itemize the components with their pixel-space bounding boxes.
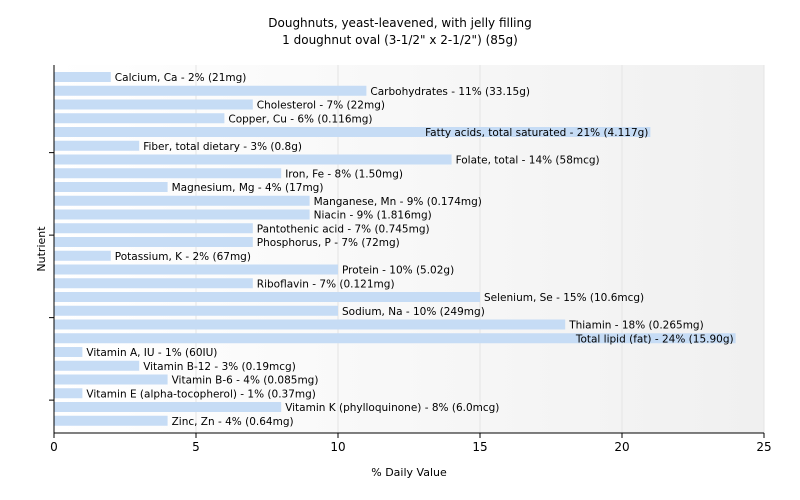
x-tick-label: 5	[192, 440, 200, 454]
bar	[54, 292, 480, 302]
bar-label: Cholesterol - 7% (22mg)	[257, 100, 385, 112]
bar-label: Selenium, Se - 15% (10.6mcg)	[484, 292, 644, 304]
chart-subtitle: 1 doughnut oval (3-1/2" x 2-1/2") (85g)	[282, 33, 518, 47]
plot-background	[54, 65, 764, 433]
bar-label: Potassium, K - 2% (67mg)	[115, 251, 251, 263]
bar-label: Vitamin A, IU - 1% (60IU)	[86, 347, 217, 359]
bar	[54, 347, 83, 357]
bar-label: Protein - 10% (5.02g)	[342, 265, 454, 277]
grid-lines	[195, 65, 765, 433]
bar	[54, 182, 168, 192]
bar	[54, 85, 367, 96]
bar-label: Vitamin B-6 - 4% (0.085mg)	[172, 375, 319, 387]
bar	[54, 113, 225, 124]
bar-label: Total lipid (fat) - 24% (15.90g)	[575, 333, 734, 345]
bar-label: Phosphorus, P - 7% (72mg)	[257, 237, 400, 249]
x-tick-label: 0	[50, 440, 58, 454]
y-axis-title: Nutrient	[35, 226, 48, 272]
bar	[54, 402, 282, 412]
bar-label: Fiber, total dietary - 3% (0.8g)	[143, 141, 302, 153]
bars	[54, 72, 736, 426]
bar	[54, 223, 253, 234]
bar-label: Vitamin B-12 - 3% (0.19mcg)	[143, 361, 296, 373]
bar-label: Calcium, Ca - 2% (21mg)	[115, 72, 247, 84]
x-tick-label: 20	[614, 440, 629, 454]
bar-label: Thiamin - 18% (0.265mg)	[568, 320, 704, 332]
bar	[54, 250, 111, 261]
bar	[54, 72, 111, 82]
bar-label: Iron, Fe - 8% (1.50mg)	[285, 168, 403, 180]
bar	[54, 388, 83, 399]
bar-label: Copper, Cu - 6% (0.116mg)	[228, 113, 372, 125]
bar	[54, 305, 338, 316]
bar	[54, 415, 168, 426]
bar-label: Magnesium, Mg - 4% (17mg)	[172, 182, 324, 194]
x-tick-label: 10	[330, 440, 345, 454]
bar-label: Vitamin E (alpha-tocopherol) - 1% (0.37m…	[86, 388, 316, 400]
bar	[54, 127, 651, 137]
bar-label: Vitamin K (phylloquinone) - 8% (6.0mcg)	[285, 402, 499, 414]
bar-label: Riboflavin - 7% (0.121mg)	[257, 278, 395, 290]
bar	[54, 319, 566, 330]
bar	[54, 264, 338, 275]
bar	[54, 168, 282, 179]
bar	[54, 209, 310, 220]
bar-label: Manganese, Mn - 9% (0.174mg)	[314, 196, 482, 208]
bar	[54, 140, 140, 151]
x-tick-label: 15	[472, 440, 487, 454]
bar-label: Folate, total - 14% (58mcg)	[456, 155, 600, 167]
chart-title: Doughnuts, yeast-leavened, with jelly fi…	[268, 16, 531, 30]
bar	[54, 237, 253, 247]
bar	[54, 154, 452, 165]
bar	[54, 278, 253, 289]
bar-label: Zinc, Zn - 4% (0.64mg)	[172, 416, 294, 428]
bar	[54, 195, 310, 206]
bar-label: Niacin - 9% (1.816mg)	[314, 210, 432, 222]
bar	[54, 333, 736, 344]
bar-label: Fatty acids, total saturated - 21% (4.11…	[425, 127, 648, 139]
bar-label: Carbohydrates - 11% (33.15g)	[370, 86, 530, 98]
axes: 0 5 10 15 20 25	[49, 65, 772, 454]
bar-labels: Calcium, Ca - 2% (21mg) Carbohydrates - 1…	[86, 72, 733, 428]
bar	[54, 99, 253, 110]
bar	[54, 374, 168, 385]
bar-label: Pantothenic acid - 7% (0.745mg)	[257, 223, 430, 235]
x-axis-title: % Daily Value	[371, 466, 447, 479]
bar	[54, 360, 140, 371]
x-tick-label: 25	[756, 440, 771, 454]
bar-label: Sodium, Na - 10% (249mg)	[342, 306, 485, 318]
